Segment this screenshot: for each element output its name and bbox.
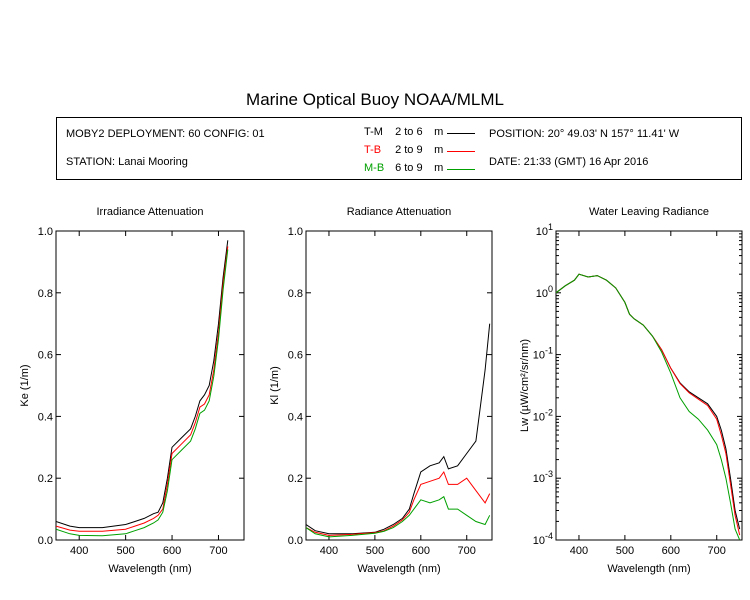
x-tick-label: 400 <box>570 545 588 557</box>
y-tick-label: 10-3 <box>533 469 553 485</box>
legend-item-mb: M-B 6 to 9 m <box>364 162 443 174</box>
date-text: DATE: 21:33 (GMT) 16 Apr 2016 <box>489 156 649 168</box>
y-tick-label: 0.8 <box>38 288 53 300</box>
legend-unit: m <box>434 144 444 156</box>
y-tick-label: 0.4 <box>288 411 303 423</box>
chart-title-water-leaving: Water Leaving Radiance <box>588 206 710 218</box>
y-tick-label: 0.6 <box>38 350 53 362</box>
y-tick-label: 10-2 <box>533 407 553 423</box>
x-tick-label: 700 <box>708 545 726 557</box>
plot-frame <box>555 230 743 541</box>
y-tick-label: 0.8 <box>288 288 303 300</box>
legend-unit: m <box>434 162 444 174</box>
chart-title-radiance: Radiance Attenuation <box>346 206 452 218</box>
x-tick-label: 700 <box>209 545 227 557</box>
x-tick-label: 500 <box>366 545 384 557</box>
x-tick-label: 400 <box>320 545 338 557</box>
y-tick-label: 0.2 <box>288 473 303 485</box>
chart-title-irradiance: Irradiance Attenuation <box>96 206 204 218</box>
page-title: Marine Optical Buoy NOAA/MLML <box>246 90 504 109</box>
y-tick-label: 10-1 <box>533 346 553 362</box>
y-tick-label: 100 <box>536 284 553 300</box>
series-line-t-m <box>556 273 741 530</box>
legend-item-tm: T-M 2 to 6 m <box>364 126 443 138</box>
plot-frame <box>305 230 493 541</box>
x-axis-label: Wavelength (nm) <box>357 563 440 575</box>
plot-frame <box>55 230 245 541</box>
x-tick-label: 400 <box>70 545 88 557</box>
legend-range: 2 to 9 <box>395 144 423 156</box>
x-tick-label: 600 <box>412 545 430 557</box>
series-line-t-b <box>56 246 229 532</box>
x-tick-label: 700 <box>458 545 476 557</box>
legend-range: 6 to 9 <box>395 162 423 174</box>
series-line-m-b <box>56 249 229 537</box>
y-tick-label: 0.4 <box>38 411 53 423</box>
y-tick-label: 0.6 <box>288 350 303 362</box>
x-axis-label: Wavelength (nm) <box>108 563 191 575</box>
x-tick-label: 600 <box>163 545 181 557</box>
legend-line-tm <box>447 133 475 134</box>
legend-code: M-B <box>364 162 385 174</box>
station-text: STATION: Lanai Mooring <box>66 156 188 168</box>
y-tick-label: 0.0 <box>38 535 53 547</box>
legend-code: T-M <box>364 126 383 138</box>
legend-unit: m <box>434 126 444 138</box>
y-tick-label: 10-4 <box>533 531 553 547</box>
series-line-t-b <box>556 273 741 536</box>
y-axis-label: Ke (1/m) <box>19 364 31 406</box>
legend-item-tb: T-B 2 to 9 m <box>364 144 443 156</box>
series-line-t-m <box>56 240 229 529</box>
y-axis-label: Lw (µW/cm²/sr/nm) <box>519 339 531 432</box>
x-tick-label: 600 <box>662 545 680 557</box>
y-tick-label: 101 <box>536 222 553 238</box>
x-tick-label: 500 <box>116 545 134 557</box>
deployment-text: MOBY2 DEPLOYMENT: 60 CONFIG: 01 <box>66 128 265 140</box>
legend-code: T-B <box>364 144 382 156</box>
legend-line-tb <box>447 151 475 152</box>
y-tick-label: 1.0 <box>38 226 53 238</box>
series-line-m-b <box>306 495 491 538</box>
x-axis-label: Wavelength (nm) <box>607 563 690 575</box>
y-tick-label: 0.2 <box>38 473 53 485</box>
series-line-t-m <box>306 323 491 535</box>
legend-line-mb <box>447 169 475 170</box>
position-text: POSITION: 20° 49.03' N 157° 11.41' W <box>489 128 680 140</box>
y-tick-label: 1.0 <box>288 226 303 238</box>
y-axis-label: Kl (1/m) <box>269 366 281 405</box>
series-line-t-b <box>306 470 491 536</box>
y-tick-label: 0.0 <box>288 535 303 547</box>
legend-range: 2 to 6 <box>395 126 423 138</box>
series-line-m-b <box>556 273 741 540</box>
x-tick-label: 500 <box>616 545 634 557</box>
info-box: MOBY2 DEPLOYMENT: 60 CONFIG: 01 STATION:… <box>56 117 742 180</box>
